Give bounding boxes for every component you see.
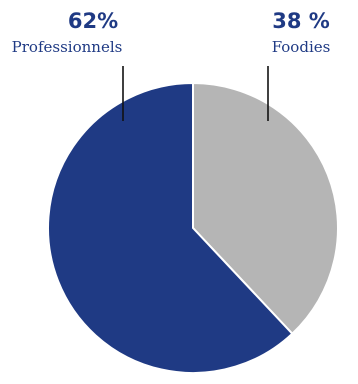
category-label-foodies: Foodies (272, 38, 331, 56)
pie-slices (47, 81, 339, 374)
pie-slice-foodies (192, 81, 339, 336)
pie-slice-professionnels (47, 81, 294, 374)
percent-label-foodies: 38 % (272, 9, 330, 33)
category-label-professionnels: Professionnels (12, 38, 123, 56)
percent-label-professionnels: 62% (68, 9, 118, 33)
